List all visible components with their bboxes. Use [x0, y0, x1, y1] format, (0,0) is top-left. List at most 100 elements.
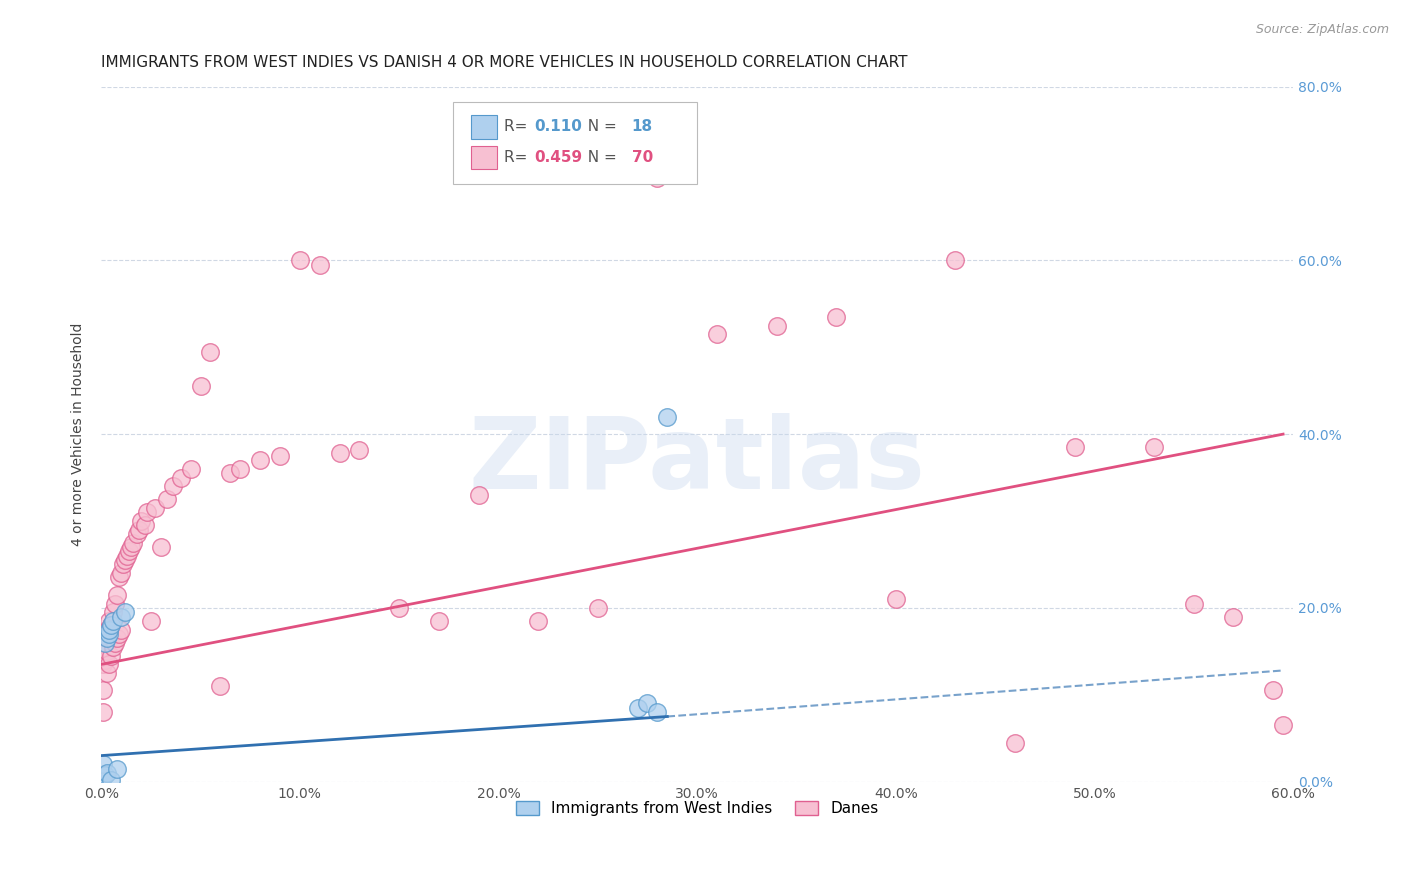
- Text: N =: N =: [578, 150, 621, 165]
- Point: [308, 258, 330, 272]
- Point: [105, 762, 128, 776]
- Text: N =: N =: [578, 119, 621, 134]
- Point: [101, 614, 124, 628]
- Point: [110, 623, 132, 637]
- Point: [1143, 440, 1166, 454]
- Point: [96, 666, 118, 681]
- Point: [105, 588, 128, 602]
- Y-axis label: 4 or more Vehicles in Household: 4 or more Vehicles in Household: [72, 322, 86, 546]
- Point: [94, 653, 117, 667]
- Point: [100, 772, 122, 787]
- Point: [108, 627, 131, 641]
- Point: [647, 705, 669, 719]
- Text: Source: ZipAtlas.com: Source: ZipAtlas.com: [1256, 23, 1389, 37]
- Point: [98, 623, 121, 637]
- Point: [149, 540, 172, 554]
- Point: [120, 540, 142, 554]
- Legend: Immigrants from West Indies, Danes: Immigrants from West Indies, Danes: [508, 794, 886, 824]
- Point: [112, 558, 135, 572]
- Point: [527, 614, 550, 628]
- Point: [91, 770, 114, 784]
- Text: R=: R=: [505, 150, 533, 165]
- Point: [1182, 597, 1205, 611]
- Point: [104, 597, 127, 611]
- Text: IMMIGRANTS FROM WEST INDIES VS DANISH 4 OR MORE VEHICLES IN HOUSEHOLD CORRELATIO: IMMIGRANTS FROM WEST INDIES VS DANISH 4 …: [101, 55, 908, 70]
- Point: [96, 644, 118, 658]
- Point: [169, 470, 191, 484]
- Point: [884, 592, 907, 607]
- Point: [586, 600, 609, 615]
- Point: [91, 757, 114, 772]
- Point: [229, 462, 252, 476]
- Point: [180, 462, 202, 476]
- Point: [427, 614, 450, 628]
- Point: [249, 453, 271, 467]
- Point: [104, 635, 127, 649]
- Point: [94, 768, 117, 782]
- Point: [96, 766, 118, 780]
- Point: [96, 623, 118, 637]
- Point: [91, 657, 114, 672]
- Point: [349, 442, 371, 457]
- Point: [657, 409, 679, 424]
- Point: [118, 544, 141, 558]
- Point: [100, 618, 122, 632]
- Point: [91, 705, 114, 719]
- Point: [110, 566, 132, 581]
- Point: [765, 318, 787, 333]
- Point: [1004, 735, 1026, 749]
- Text: R=: R=: [505, 119, 533, 134]
- Text: 70: 70: [631, 150, 652, 165]
- FancyBboxPatch shape: [453, 102, 697, 184]
- Point: [108, 570, 131, 584]
- Point: [98, 657, 121, 672]
- Point: [139, 614, 162, 628]
- Point: [467, 488, 489, 502]
- Point: [100, 648, 122, 663]
- Point: [96, 632, 118, 646]
- Point: [94, 635, 117, 649]
- Point: [114, 553, 136, 567]
- Point: [388, 600, 411, 615]
- Point: [1263, 683, 1285, 698]
- Text: 0.459: 0.459: [534, 150, 582, 165]
- Point: [1063, 440, 1085, 454]
- Point: [637, 697, 659, 711]
- Point: [706, 327, 728, 342]
- Point: [162, 479, 184, 493]
- Point: [91, 683, 114, 698]
- Point: [98, 627, 121, 641]
- Point: [110, 609, 132, 624]
- Point: [98, 614, 121, 628]
- Point: [98, 632, 121, 646]
- Point: [288, 253, 311, 268]
- Point: [135, 505, 157, 519]
- Point: [209, 679, 232, 693]
- Point: [101, 605, 124, 619]
- Point: [100, 618, 122, 632]
- Point: [105, 632, 128, 646]
- Point: [94, 635, 117, 649]
- Point: [1272, 718, 1295, 732]
- Point: [647, 170, 669, 185]
- Point: [114, 605, 136, 619]
- Point: [156, 492, 179, 507]
- Point: [1222, 609, 1244, 624]
- Point: [943, 253, 966, 268]
- Point: [129, 514, 152, 528]
- Text: 18: 18: [631, 119, 652, 134]
- Point: [269, 449, 291, 463]
- FancyBboxPatch shape: [471, 145, 496, 169]
- Point: [101, 640, 124, 654]
- Point: [128, 523, 150, 537]
- Point: [190, 379, 212, 393]
- Point: [125, 527, 148, 541]
- Point: [134, 518, 156, 533]
- Point: [626, 701, 648, 715]
- Point: [115, 549, 138, 563]
- FancyBboxPatch shape: [471, 115, 496, 139]
- Point: [200, 344, 222, 359]
- Point: [143, 500, 166, 515]
- Point: [219, 467, 242, 481]
- Point: [122, 535, 145, 549]
